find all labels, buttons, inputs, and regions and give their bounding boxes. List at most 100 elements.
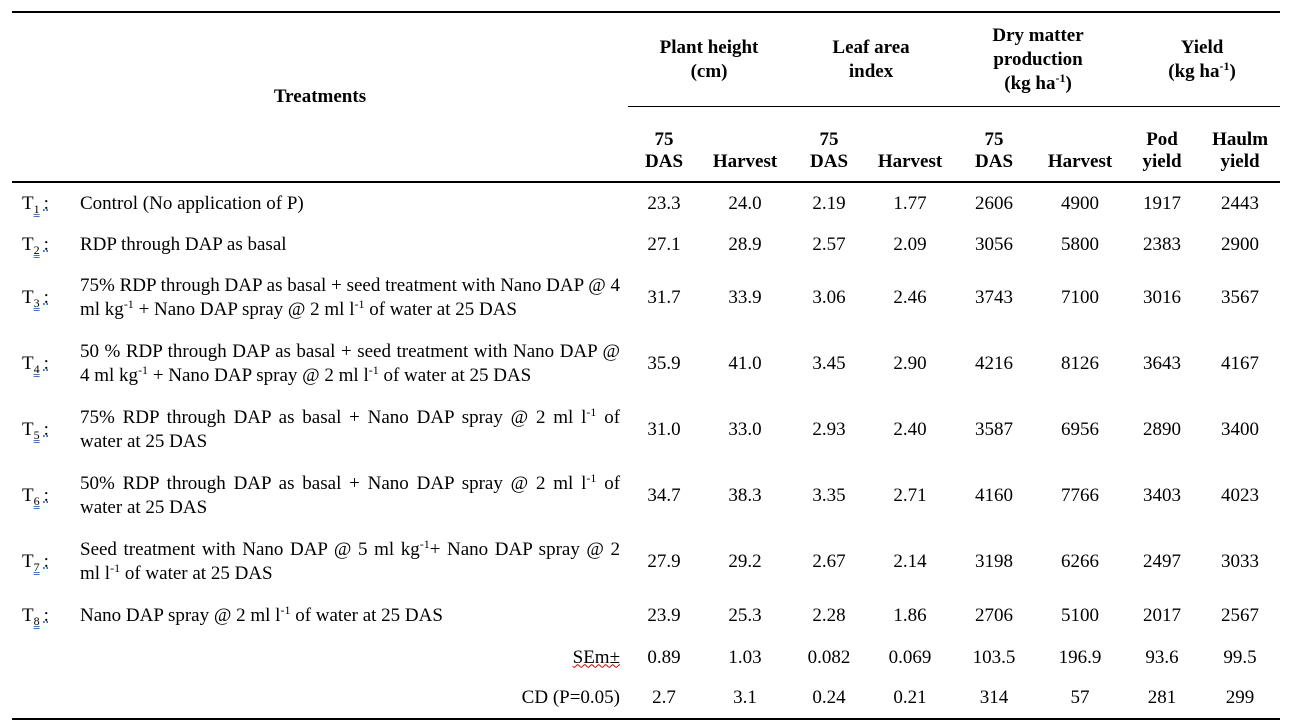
value-cell: 2443	[1221, 192, 1260, 214]
value-cell: 281	[1124, 678, 1201, 720]
code-letter: T	[22, 605, 34, 626]
subheader: Harvest	[868, 106, 953, 183]
text: Plant height (cm)	[659, 36, 759, 82]
superscript: -1	[1055, 70, 1066, 85]
value-cell: 3.06	[812, 286, 846, 308]
value-cell: 2567	[1221, 605, 1260, 626]
data-row: T1: Control (No application of P) 23.3 24.0…	[12, 182, 1280, 224]
treatment-code: T8:	[12, 595, 76, 637]
code-letter: T	[22, 419, 34, 440]
group-header: Leaf area index	[790, 11, 953, 107]
text: Leaf area index	[832, 36, 910, 82]
text: Nano DAP spray @ 2 ml l	[80, 605, 281, 626]
treatment-text: Control (No application of P)	[76, 182, 628, 224]
value-cell: 4160	[975, 485, 1014, 506]
value-cell: 4900	[1061, 192, 1100, 214]
data-row: T2: RDP through DAP as basal 27.1 28.9 2.57 2…	[12, 224, 1280, 265]
text: 50 % RDP through DAP as basal + seed tre…	[80, 340, 621, 386]
value-cell: 6266	[1061, 551, 1100, 572]
code-number: 2	[33, 242, 40, 257]
value-cell: 2.14	[893, 551, 927, 572]
stat-row: SEm± 0.89 1.03 0.082 0.069 103.5 196.9 93.6 99.5	[12, 637, 1280, 678]
value-cell: 0.21	[868, 678, 953, 720]
value-cell: 3.1	[700, 678, 791, 720]
treatment-code: T7:	[12, 529, 76, 595]
code-number: 7	[33, 560, 40, 574]
code-separator: :	[43, 352, 49, 374]
code-separator: :	[43, 419, 49, 440]
value-cell: 299	[1200, 678, 1281, 720]
value-cell: 57	[1036, 678, 1125, 720]
code-number: 4	[33, 361, 40, 376]
value-cell: 2.28	[812, 605, 846, 626]
text: + Nano DAP spray @ 2 ml l	[133, 298, 355, 320]
text: 50% RDP through DAP as basal + Nano DAP …	[80, 473, 587, 494]
data-row: T6:50% RDP through DAP as basal + Nano D…	[12, 463, 1280, 529]
value-cell: 27.9	[647, 551, 681, 572]
value-cell: 3587	[975, 419, 1014, 440]
code-number: 3	[33, 295, 40, 310]
subheader: Haulm yield	[1200, 106, 1281, 183]
subheader: Harvest	[700, 106, 791, 183]
value-cell: 2706	[975, 605, 1014, 626]
code-separator: :	[43, 192, 49, 214]
value-cell: 3056	[975, 233, 1014, 255]
subheader: Harvest	[1036, 106, 1125, 183]
value-cell: 4167	[1221, 352, 1260, 374]
text: Control (No application of P)	[80, 192, 304, 214]
treatment-text: Nano DAP spray @ 2 ml l-1 of water at 25…	[76, 595, 628, 637]
value-cell: 2900	[1221, 233, 1260, 255]
value-cell: 3016	[1143, 286, 1182, 308]
superscript: -1	[1219, 58, 1230, 73]
code-separator: :	[43, 551, 49, 572]
treatment-text: Seed treatment with Nano DAP @ 5 ml kg-1…	[76, 529, 628, 595]
data-row: T4:50 % RDP through DAP as basal + seed …	[12, 330, 1280, 397]
code-separator: :	[43, 605, 49, 626]
value-cell: 24.0	[728, 192, 762, 214]
value-cell: 3743	[975, 286, 1014, 308]
subheader: Pod yield	[1124, 106, 1201, 183]
value-cell: 23.9	[647, 605, 681, 626]
code-separator: :	[43, 485, 49, 506]
code-separator: :	[43, 233, 49, 255]
superscript: -1	[123, 296, 134, 311]
value-cell: 3.45	[812, 352, 846, 374]
value-cell: 7100	[1061, 286, 1100, 308]
code-number: 1	[33, 201, 40, 216]
superscript: -1	[419, 537, 430, 551]
superscript: -1	[280, 603, 291, 617]
stat-label: CD (P=0.05)	[521, 687, 621, 708]
text: 75% RDP through DAP as basal + Nano DAP …	[80, 407, 587, 428]
value-cell: 103.5	[972, 646, 1016, 668]
value-cell: 38.3	[728, 485, 762, 506]
text: of water at 25 DAS	[290, 605, 443, 626]
value-cell: 1.86	[893, 605, 927, 626]
value-cell: 1917	[1143, 192, 1182, 214]
treatments-header: Treatments	[12, 11, 629, 183]
text: Yield (kg ha	[1168, 36, 1224, 82]
group-header: Dry matter production (kg ha-1)	[952, 11, 1125, 107]
treatment-text: 50% RDP through DAP as basal + Nano DAP …	[76, 463, 628, 529]
value-cell: 0.89	[647, 646, 681, 668]
value-cell: 25.3	[728, 605, 762, 626]
value-cell: 2.46	[893, 286, 927, 308]
treatment-code: T4:	[12, 330, 76, 397]
text: 75% RDP through DAP as basal + seed trea…	[80, 274, 621, 320]
superscript: -1	[586, 405, 597, 419]
value-cell: 3.35	[812, 485, 846, 506]
text: + Nano DAP spray @ 2 ml l	[148, 364, 369, 386]
table-wrap: Treatments Plant height (cm) Leaf area ind…	[12, 11, 1281, 720]
code-letter: T	[22, 233, 34, 255]
text: of water at 25 DAS	[80, 407, 621, 452]
stat-label-cell: CD (P=0.05)	[12, 678, 629, 720]
value-cell: 1.77	[893, 192, 927, 214]
table-body: T1: Control (No application of P) 23.3 24.0…	[12, 182, 1281, 720]
value-cell: 6956	[1061, 419, 1100, 440]
value-cell: 29.2	[728, 551, 762, 572]
value-cell: 3643	[1143, 352, 1182, 374]
text: Seed treatment with Nano DAP @ 5 ml kg	[80, 539, 420, 560]
value-cell: 2497	[1143, 551, 1182, 572]
text: Dry matter production (kg ha	[992, 24, 1084, 94]
value-cell: 196.9	[1058, 646, 1102, 668]
